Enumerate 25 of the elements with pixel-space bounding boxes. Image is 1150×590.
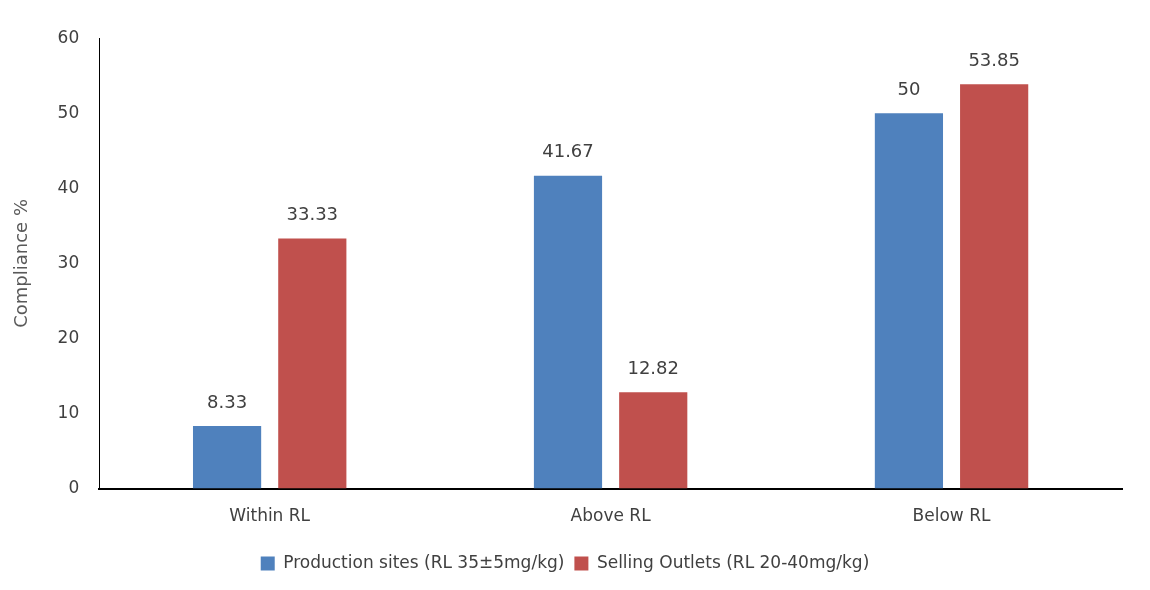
- bar: [278, 238, 347, 489]
- data-label: 12.82: [627, 357, 679, 379]
- bar: [960, 84, 1029, 489]
- y-tick-label: 50: [57, 101, 80, 122]
- y-tick-label: 10: [57, 401, 80, 422]
- data-label: 50: [897, 77, 921, 99]
- data-label: 53.85: [968, 49, 1020, 71]
- data-label: 33.33: [286, 203, 339, 225]
- x-tick-label: Above RL: [570, 505, 652, 526]
- bar: [192, 426, 262, 489]
- x-tick-label: Below RL: [912, 505, 991, 526]
- y-tick-label: 40: [57, 176, 80, 197]
- y-axis-title: Compliance %: [10, 199, 32, 328]
- y-tick-label: 60: [57, 26, 80, 47]
- bar: [874, 113, 944, 489]
- y-tick-label: 30: [57, 251, 80, 272]
- y-tick-label: 0: [68, 477, 80, 498]
- x-tick-label: Within RL: [229, 505, 311, 526]
- data-label: 41.67: [542, 140, 594, 162]
- bar: [619, 392, 688, 489]
- data-label: 8.33: [207, 390, 248, 412]
- legend-label: Production sites (RL 35±5mg/kg): [283, 551, 565, 572]
- bar: [533, 175, 603, 489]
- legend-label: Selling Outlets (RL 20-40mg/kg): [596, 551, 870, 572]
- y-tick-label: 20: [57, 326, 80, 347]
